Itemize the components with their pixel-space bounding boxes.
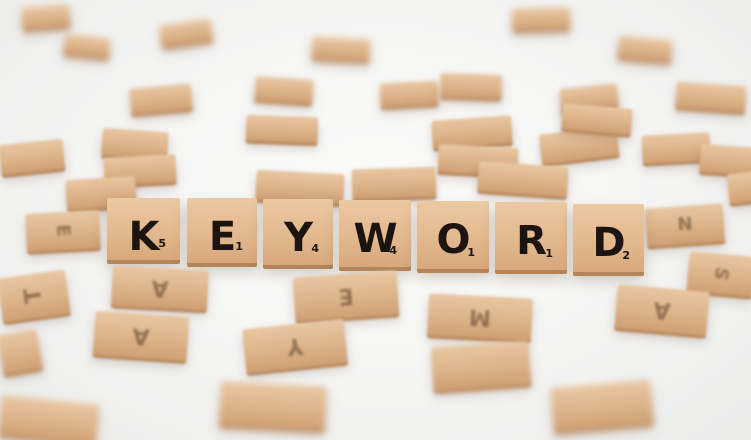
scattered-tile [699, 143, 751, 177]
scattered-tile [128, 83, 194, 115]
scattered-tile-letter: A [131, 322, 151, 349]
scattered-letter-tile: E [292, 270, 400, 322]
tile-points: 5 [158, 237, 166, 250]
tile-letter: D [592, 220, 625, 266]
scattered-tile [675, 81, 747, 113]
tile-letter: K [128, 214, 160, 260]
keyword-tile-w: W 4 [339, 200, 411, 267]
scattered-letter-tile: N [644, 203, 726, 247]
scattered-tile [379, 80, 439, 108]
scattered-tile-letter: N [676, 213, 694, 236]
scattered-tile-letter: A [652, 296, 672, 323]
scattered-tile [254, 76, 314, 104]
tile-points: 2 [622, 249, 630, 262]
scattered-tile-letter: E [52, 223, 74, 238]
keyword-tile-r: R 1 [495, 202, 567, 270]
scattered-tile [0, 138, 66, 176]
tile-letter: E [208, 214, 236, 260]
tile-points: 1 [467, 246, 475, 259]
scattered-tile-letter: A [150, 274, 170, 301]
scattered-letter-tile: Y [241, 318, 349, 374]
scattered-tile [21, 4, 71, 30]
tile-letter: R [516, 218, 547, 264]
scattered-tile [726, 169, 751, 205]
tile-letter: O [436, 217, 470, 263]
scattered-tile [351, 166, 437, 200]
keyword-tile-o: O 1 [417, 201, 489, 269]
scattered-tile [158, 18, 214, 48]
tile-letter: W [353, 216, 397, 262]
scattered-letter-tile: M [426, 293, 534, 341]
scattered-tile [63, 33, 111, 59]
scattered-tile [0, 394, 100, 440]
scattered-tile [311, 36, 371, 62]
keyword-tile-d: D 2 [573, 204, 644, 272]
scattered-tile [0, 328, 44, 376]
scattered-tile-letter: M [468, 303, 492, 330]
tile-points: 1 [545, 247, 553, 260]
scattered-tile [550, 379, 654, 433]
scattered-tile-letter: E [337, 282, 355, 309]
scattered-letter-tile: A [614, 284, 710, 336]
keyword-tile-e: E 1 [187, 198, 257, 263]
tile-points: 4 [389, 244, 397, 257]
scattered-tile [439, 72, 503, 100]
scattered-tile [617, 35, 673, 63]
keyword-tile-k: K 5 [107, 198, 180, 260]
tile-points: 4 [311, 242, 319, 255]
scattered-letter-tile: A [111, 265, 209, 311]
tile-points: 1 [235, 240, 243, 253]
scattered-letter-tile: E [25, 210, 101, 252]
scattered-letter-tile: A [92, 310, 190, 362]
scattered-tile-letter: T [20, 286, 48, 305]
scattered-tile [218, 381, 328, 431]
scattered-tile-letter: Y [285, 332, 305, 359]
keyword-tile-y: Y 4 [263, 199, 333, 265]
scattered-letter-tile: T [0, 269, 71, 323]
scattered-tile [477, 160, 569, 198]
scattered-tile [430, 340, 532, 392]
scattered-tile [511, 6, 571, 32]
scattered-tile [245, 114, 319, 144]
tile-letter: Y [284, 215, 313, 261]
